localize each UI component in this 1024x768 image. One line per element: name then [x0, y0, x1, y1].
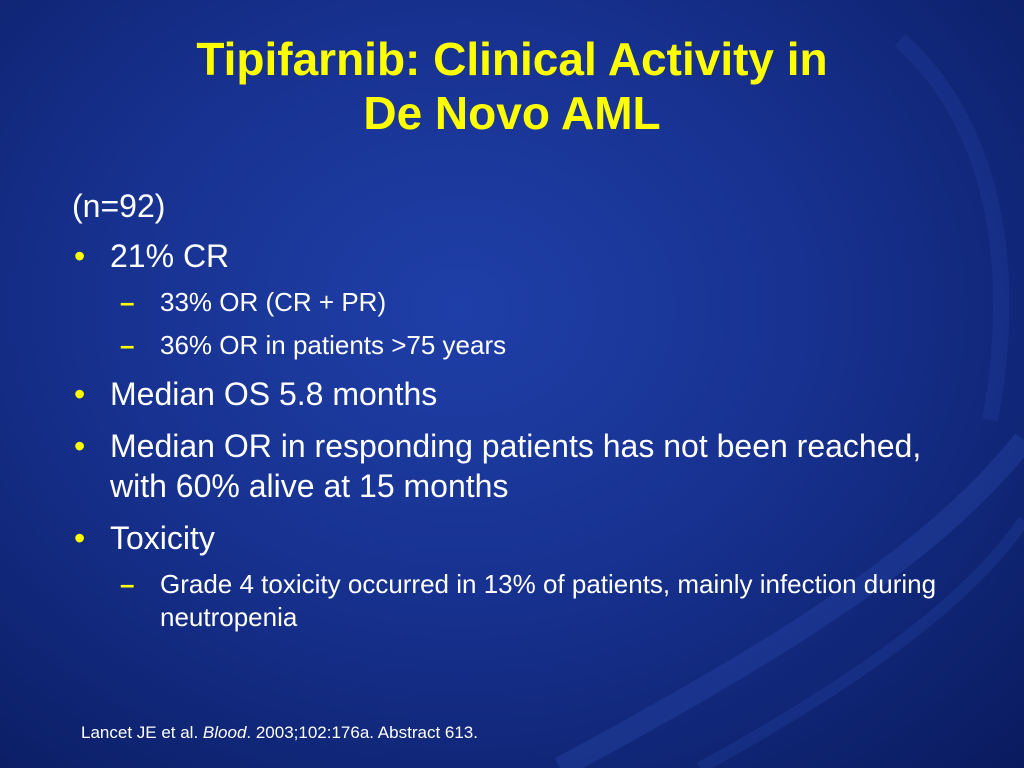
bullet-text: Median OS 5.8 months	[110, 376, 438, 412]
sample-size: (n=92)	[72, 188, 166, 224]
bullet-text: Median OR in responding patients has not…	[110, 428, 922, 504]
title-line-2: De Novo AML	[363, 87, 661, 139]
dash-icon: –	[120, 330, 135, 360]
bullet-toxicity: • Toxicity	[72, 518, 972, 558]
subbullet-or-elderly: – 36% OR in patients >75 years	[72, 329, 972, 362]
dash-icon: –	[120, 569, 135, 599]
slide-body: (n=92) • 21% CR – 33% OR (CR + PR) – 36%…	[72, 186, 972, 634]
bullet-icon: •	[74, 238, 86, 274]
bullet-text: Toxicity	[110, 520, 215, 556]
subbullet-text: Grade 4 toxicity occurred in 13% of pati…	[160, 569, 937, 632]
bullet-icon: •	[74, 376, 86, 412]
citation-journal: Blood	[202, 723, 247, 742]
subbullet-or: – 33% OR (CR + PR)	[72, 286, 972, 319]
title-line-1: Tipifarnib: Clinical Activity in	[196, 33, 828, 85]
subbullet-text: 33% OR (CR + PR)	[160, 287, 387, 317]
bullet-cr: • 21% CR	[72, 236, 972, 276]
bullet-text: 21% CR	[110, 238, 230, 274]
subbullet-text: 36% OR in patients >75 years	[160, 330, 507, 360]
subbullet-grade4-toxicity: – Grade 4 toxicity occurred in 13% of pa…	[72, 568, 972, 634]
citation-authors: Lancet JE et al.	[81, 723, 199, 742]
bullet-icon: •	[74, 428, 86, 464]
bullet-icon: •	[74, 520, 86, 556]
slide-title: Tipifarnib: Clinical Activity in De Novo…	[0, 32, 1024, 140]
bullet-median-or: • Median OR in responding patients has n…	[72, 426, 972, 506]
bullet-median-os: • Median OS 5.8 months	[72, 374, 972, 414]
citation-details: . 2003;102:176a. Abstract 613.	[246, 723, 478, 742]
citation: Lancet JE et al. Blood. 2003;102:176a. A…	[81, 722, 478, 744]
dash-icon: –	[120, 287, 135, 317]
